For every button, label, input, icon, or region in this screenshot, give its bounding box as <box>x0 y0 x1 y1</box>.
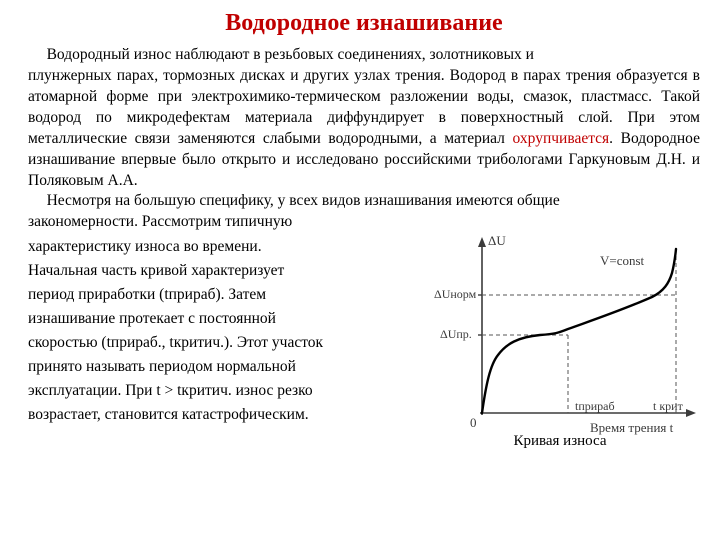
line-3: изнашивание протекает с постоянной <box>28 307 412 331</box>
left-text-column: характеристику износа во времени. Началь… <box>28 235 420 450</box>
wear-curve-chart: ΔUВремя трения t0V=constΔUнормΔUпр.tприр… <box>420 235 700 435</box>
line-5: принято называть периодом нормальной <box>28 355 412 379</box>
svg-text:0: 0 <box>470 415 477 430</box>
svg-text:V=const: V=const <box>600 253 645 268</box>
svg-text:ΔU: ΔU <box>488 235 506 248</box>
para-4: закономерности. Рассмотрим типичную <box>28 212 700 233</box>
word-ohrup: охрупчивается <box>513 130 610 147</box>
line-6: эксплуатации. При t > tкритич. износ рез… <box>28 379 412 403</box>
line-4: скоростью (tприраб., tкритич.). Этот уча… <box>28 331 412 355</box>
line-1: Начальная часть кривой характеризует <box>28 259 412 283</box>
line-7: возрастает, становится катастрофическим. <box>28 403 412 427</box>
page-title: Водородное изнашивание <box>28 10 700 37</box>
figure-column: ΔUВремя трения t0V=constΔUнормΔUпр.tприр… <box>420 235 700 450</box>
svg-text:ΔUпр.: ΔUпр. <box>440 327 472 341</box>
svg-text:t крит: t крит <box>653 399 684 413</box>
para-2: плунжерных парах, тормозных дисках и дру… <box>28 66 700 192</box>
para-1: Водородный износ наблюдают в резьбовых с… <box>28 45 700 66</box>
svg-text:tприраб: tприраб <box>575 399 615 413</box>
line-2: период приработки (tприраб). Затем <box>28 283 412 307</box>
para-3: Несмотря на большую специфику, у всех ви… <box>28 191 700 212</box>
figure-caption: Кривая износа <box>420 433 700 450</box>
svg-text:ΔUнорм: ΔUнорм <box>434 287 477 301</box>
line-0: характеристику износа во времени. <box>28 235 412 259</box>
